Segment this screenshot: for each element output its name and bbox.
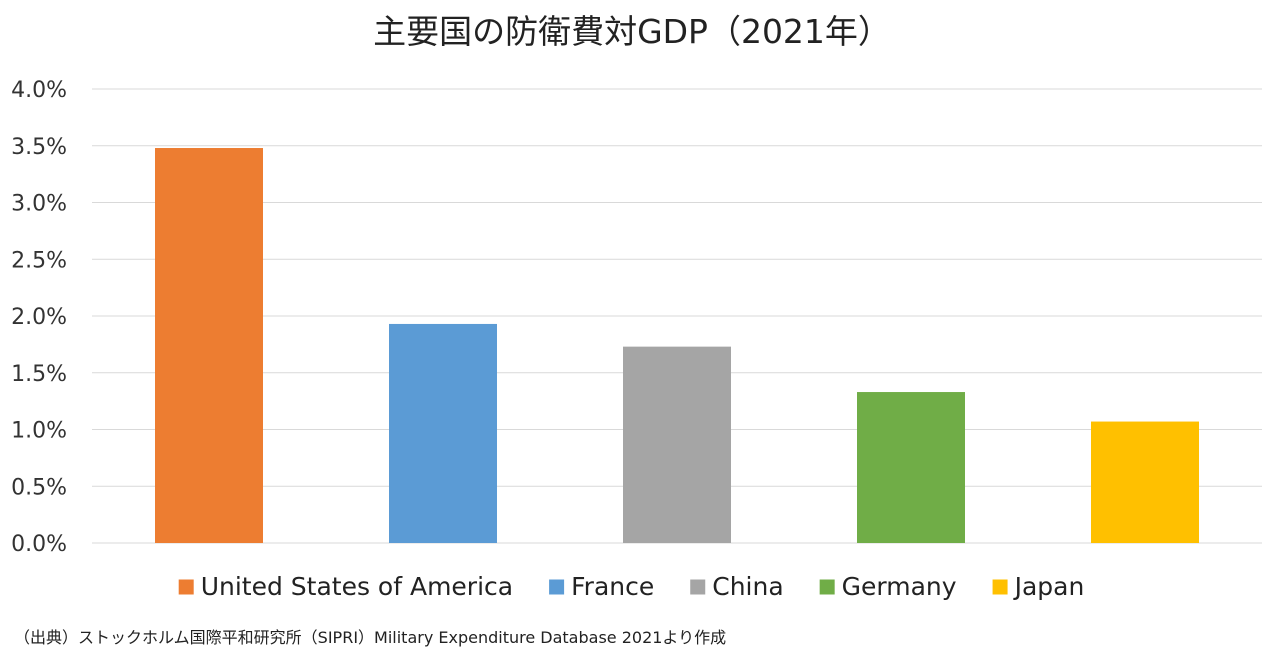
legend-item: United States of America xyxy=(178,572,513,601)
legend: United States of America France China Germa… xyxy=(178,572,1085,601)
bar-germany xyxy=(857,392,965,543)
bar-china xyxy=(623,346,731,543)
bar-united-states-of-america xyxy=(155,148,263,543)
y-tick-label: 0.5% xyxy=(11,475,67,500)
y-tick-label: 3.0% xyxy=(11,192,67,217)
legend-label: Germany xyxy=(842,572,957,601)
legend-swatch xyxy=(690,579,706,595)
bar-france xyxy=(389,323,497,543)
legend-swatch xyxy=(819,579,835,595)
chart-title: 主要国の防衛費対GDP（2021年） xyxy=(373,12,891,51)
y-tick-label: 0.0% xyxy=(11,532,67,557)
legend-label: United States of America xyxy=(201,572,513,601)
legend-swatch xyxy=(178,579,194,595)
legend-item: China xyxy=(690,572,784,601)
y-tick-label: 4.0% xyxy=(11,78,67,103)
legend-swatch xyxy=(992,579,1008,595)
y-tick-label: 2.5% xyxy=(11,248,67,273)
legend-item: Germany xyxy=(819,572,957,601)
legend-item: France xyxy=(549,572,654,601)
legend-label: Japan xyxy=(1013,572,1085,601)
legend-label: France xyxy=(571,572,654,601)
y-tick-label: 3.5% xyxy=(11,135,67,160)
legend-item: Japan xyxy=(992,572,1085,601)
legend-swatch xyxy=(549,579,565,595)
legend-label: China xyxy=(712,572,783,601)
y-tick-label: 2.0% xyxy=(11,305,67,330)
bar-japan xyxy=(1091,421,1199,543)
gridlines xyxy=(92,88,1262,544)
source-note: （出典）ストックホルム国際平和研究所（SIPRI）Military Expend… xyxy=(14,628,727,647)
y-axis-tick-labels: 0.0% 0.5% 1.0% 1.5% 2.0% 2.5% 3.0% 3.5% 4.0% xyxy=(11,78,67,557)
y-tick-label: 1.5% xyxy=(11,362,67,387)
y-tick-label: 1.0% xyxy=(11,419,67,444)
bars xyxy=(155,148,1199,543)
